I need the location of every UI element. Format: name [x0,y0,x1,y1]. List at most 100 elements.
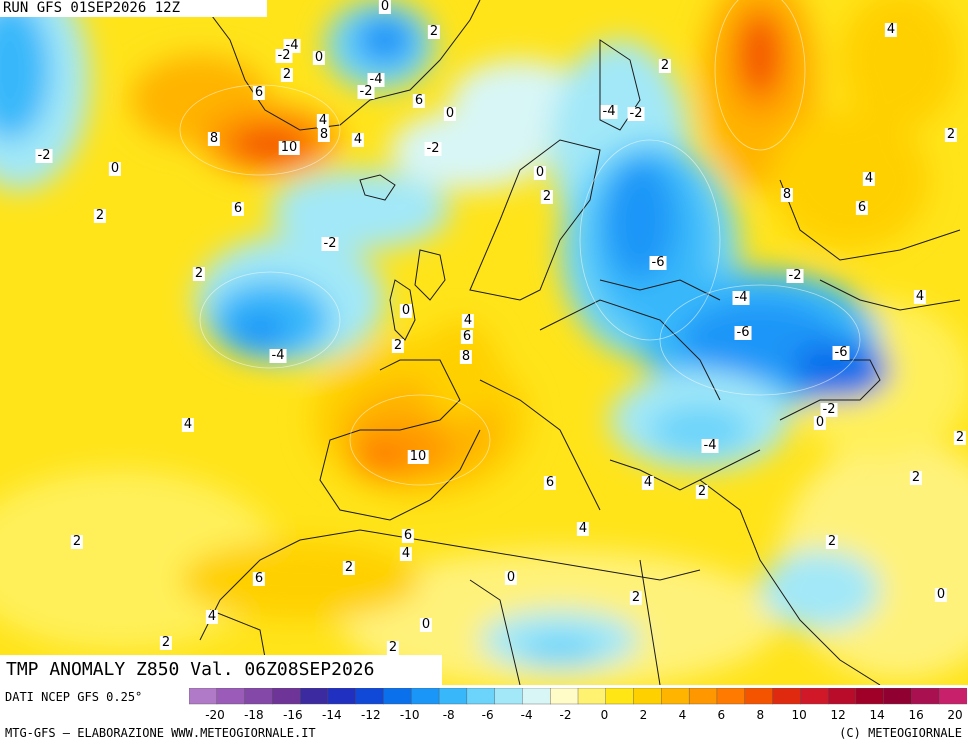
contour-label: 6 [412,93,426,108]
isolines [179,0,861,486]
contour-label: 4 [862,171,876,186]
colorbar-swatch [522,688,551,705]
colorbar-tick-label: 14 [869,708,884,722]
colorbar-swatch [438,688,468,705]
contour-label: 4 [351,132,365,147]
contour-label: 2 [427,24,441,39]
credit-right: (C) METEOGIORNALE [839,726,962,740]
colorbar-tick-label: 16 [908,708,923,722]
contour-label: -2 [35,148,53,163]
contour-label: -6 [832,345,850,360]
contour-label: 0 [108,161,122,176]
colorbar-swatch [272,688,301,705]
contour-label: -2 [627,106,645,121]
colorbar-tick-label: -2 [560,708,572,722]
colorbar-tick-label: -16 [283,708,303,722]
contour-label: 6 [543,475,557,490]
colorbar-tick-label: 8 [756,708,764,722]
colorbar-tick-label: -20 [205,708,225,722]
colorbar-tick-label: 0 [601,708,609,722]
credit-left: MTG-GFS — ELABORAZIONE WWW.METEOGIORNALE… [5,726,316,740]
colorbar-swatch [411,688,440,705]
contour-label: -2 [424,141,442,156]
contour-label: 6 [231,201,245,216]
contour-label: 2 [342,560,356,575]
contour-label: 8 [317,127,331,142]
contour-label: -4 [732,290,750,305]
contour-label: 6 [252,571,266,586]
contour-label: 0 [419,617,433,632]
colorbar-swatch [883,688,912,705]
colorbar-swatch [744,688,774,705]
colorbar-swatch [577,688,607,705]
contour-label: 4 [399,546,413,561]
contour-label: 4 [913,289,927,304]
colorbar-swatch [550,688,579,705]
contour-label: 0 [378,0,392,14]
colorbar-swatch [800,688,829,705]
contour-label: 0 [934,587,948,602]
colorbar-swatch [855,688,885,705]
colorbar: -20 -18 -16 -14 -12 -10 -8 -6 -4 -2 0 2 4 6 8 10 12 14 16 2… [189,688,967,722]
contour-label: -2 [786,268,804,283]
contour-label: -4 [701,438,719,453]
contour-label: 0 [504,570,518,585]
colorbar-tick-label: 12 [831,708,846,722]
colorbar-tick-label: 4 [679,708,687,722]
colorbar-tick-label: 6 [717,708,725,722]
contour-label: 2 [695,484,709,499]
contour-label: 0 [312,50,326,65]
contour-label: 4 [884,22,898,37]
contour-label: 2 [192,266,206,281]
colorbar-tick-label: 10 [792,708,807,722]
contour-label: 4 [181,417,195,432]
contour-label: 8 [459,349,473,364]
colorbar-swatch [605,688,635,705]
contour-label: 2 [540,189,554,204]
contour-label: 10 [407,449,429,464]
contour-label: 2 [386,640,400,655]
colorbar-swatch [911,688,940,705]
colorbar-tick-label: 2 [640,708,648,722]
contour-label: 0 [813,415,827,430]
colorbar-swatch [383,688,412,705]
contour-label: 4 [316,113,330,128]
colorbar-swatch [355,688,385,705]
contour-label: -4 [367,72,385,87]
contour-label: 10 [278,140,300,155]
colorbar-tick-label: -10 [400,708,420,722]
contour-label: 4 [205,609,219,624]
colorbar-tick-label: -12 [361,708,381,722]
contour-label: 2 [944,127,958,142]
colorbar-swatch [244,688,273,705]
contour-label: -2 [321,236,339,251]
data-source: DATI NCEP GFS 0.25° [5,690,143,704]
map-title: TMP ANOMALY Z850 Val. 06Z08SEP2026 [0,655,442,685]
contour-label: -2 [357,84,375,99]
coastlines [199,0,961,685]
contour-label: -2 [275,48,293,63]
colorbar-swatch [827,688,857,705]
colorbar-swatch [716,688,746,705]
colorbar-swatch [299,688,329,705]
contour-label: 8 [780,187,794,202]
colorbar-swatch [688,688,718,705]
contour-label: 8 [207,131,221,146]
colorbar-tick-label: -8 [443,708,455,722]
colorbar-swatch [216,688,246,705]
contour-label: 2 [391,338,405,353]
colorbar-swatch [189,688,218,705]
contour-label: -2 [820,402,838,417]
contour-label: 2 [953,430,967,445]
colorbar-swatch [327,688,357,705]
temperature-anomaly-map [0,0,968,685]
contour-label: -4 [269,348,287,363]
contour-label: -6 [649,255,667,270]
contour-label: -4 [600,104,618,119]
colorbar-swatch [494,688,523,705]
colorbar-swatch [661,688,690,705]
contour-label: -6 [734,325,752,340]
contour-label: 0 [533,165,547,180]
contour-label: 6 [855,200,869,215]
contour-label: 2 [70,534,84,549]
